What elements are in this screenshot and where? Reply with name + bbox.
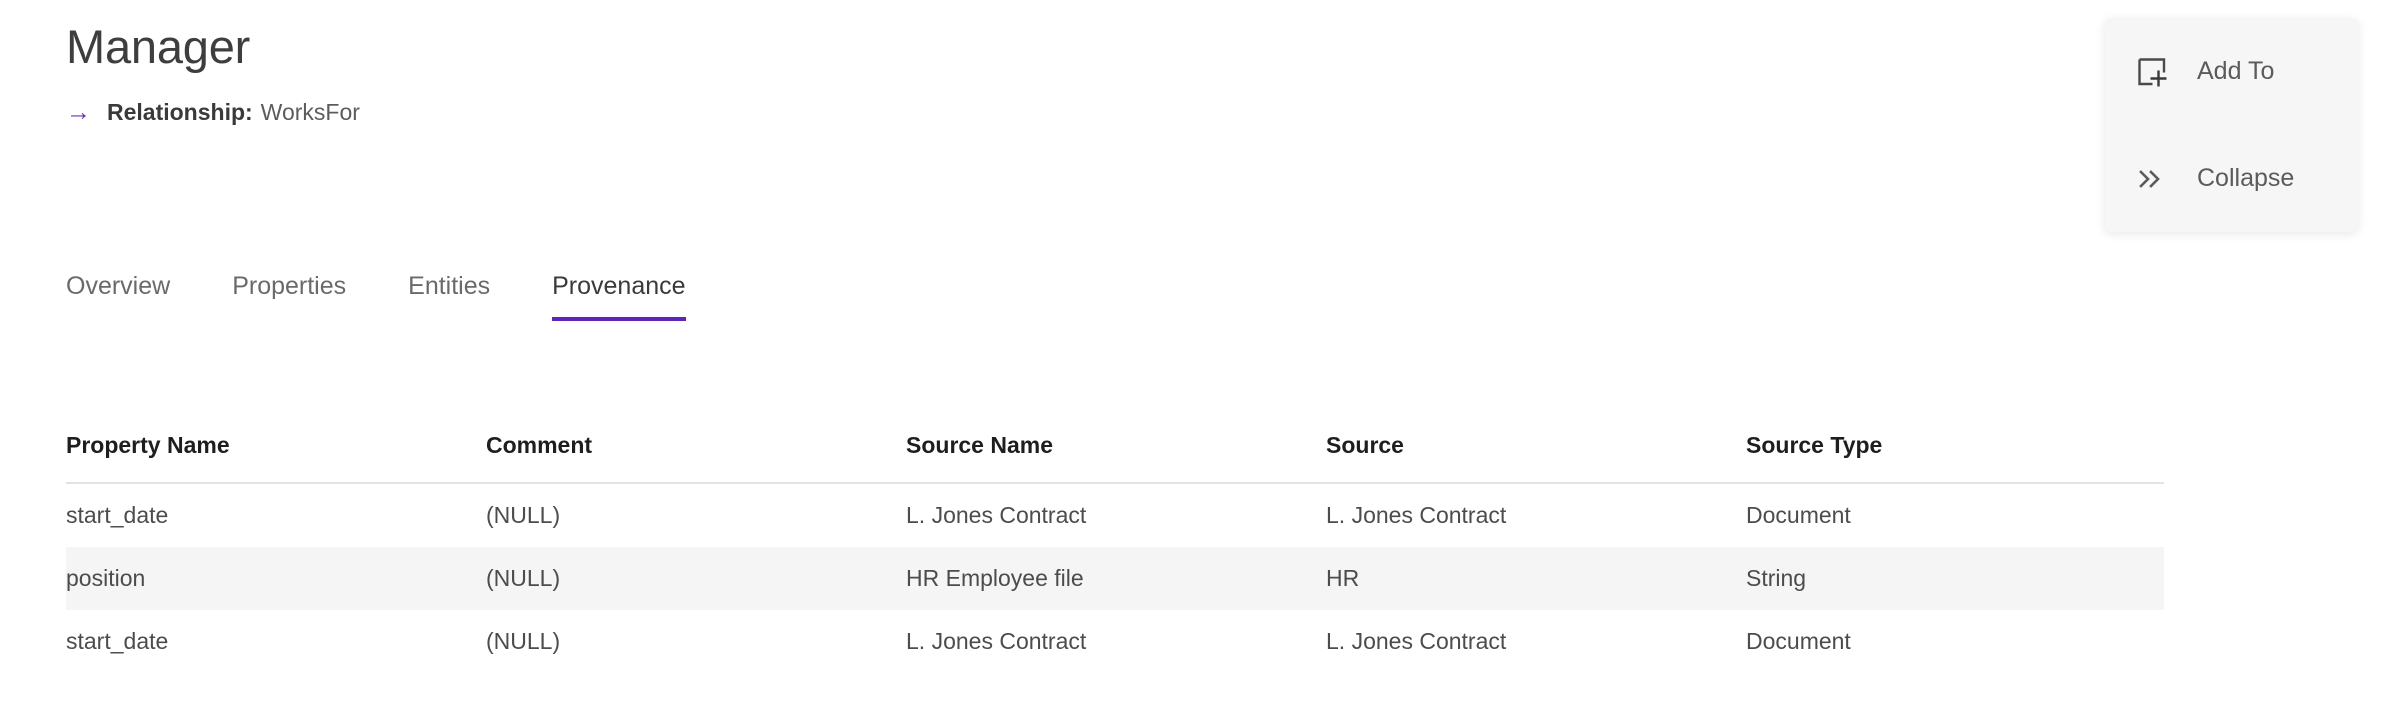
table-header: Property Name Comment Source Name Source… [66, 432, 2164, 484]
provenance-table: Property Name Comment Source Name Source… [66, 432, 2164, 673]
table-row[interactable]: position (NULL) HR Employee file HR Stri… [66, 547, 2164, 610]
tab-overview[interactable]: Overview [66, 272, 170, 321]
cell-source: L. Jones Contract [1326, 628, 1507, 654]
column-header-source-type[interactable]: Source Type [1746, 432, 2164, 484]
cell-source: L. Jones Contract [1326, 502, 1507, 528]
cell-source-name: L. Jones Contract [906, 502, 1087, 528]
cell-source-type: String [1746, 547, 2164, 610]
table-row[interactable]: start_date (NULL) L. Jones Contract L. J… [66, 610, 2164, 673]
table-header-row: Property Name Comment Source Name Source… [66, 432, 2164, 484]
add-to-button[interactable]: Add To [2105, 18, 2358, 125]
cell-source: HR [1326, 547, 1746, 610]
tab-properties[interactable]: Properties [232, 272, 346, 321]
action-panel: Add To Collapse [2105, 18, 2358, 232]
double-chevron-right-icon [2137, 168, 2175, 190]
tab-entities[interactable]: Entities [408, 272, 490, 321]
collapse-button[interactable]: Collapse [2105, 125, 2358, 232]
cell-source-name: HR Employee file [906, 547, 1326, 610]
page-title: Manager [66, 20, 251, 73]
cell-source-type: Document [1746, 502, 1851, 528]
table-body: start_date (NULL) L. Jones Contract L. J… [66, 483, 2164, 673]
cell-property-name: position [66, 547, 486, 610]
arrow-right-icon: → [66, 98, 91, 127]
table-row[interactable]: start_date (NULL) L. Jones Contract L. J… [66, 483, 2164, 547]
tab-provenance[interactable]: Provenance [552, 272, 686, 321]
add-to-box-icon [2137, 57, 2175, 87]
cell-property-name: start_date [66, 502, 169, 528]
relationship-subtitle: → Relationship: WorksFor [66, 99, 360, 126]
add-to-label: Add To [2197, 57, 2275, 85]
cell-property-name: start_date [66, 628, 169, 654]
column-header-source-name[interactable]: Source Name [906, 432, 1326, 484]
cell-source-type: Document [1746, 628, 1851, 654]
cell-comment: (NULL) [486, 547, 906, 610]
cell-comment: (NULL) [486, 628, 561, 654]
column-header-source[interactable]: Source [1326, 432, 1746, 484]
column-header-comment[interactable]: Comment [486, 432, 906, 484]
page-header: Manager → Relationship: WorksFor [66, 22, 360, 126]
relationship-value: WorksFor [260, 99, 360, 126]
tab-bar: Overview Properties Entities Provenance [66, 272, 686, 321]
collapse-label: Collapse [2197, 164, 2295, 192]
column-header-property-name[interactable]: Property Name [66, 432, 486, 484]
cell-source-name: L. Jones Contract [906, 628, 1087, 654]
cell-comment: (NULL) [486, 502, 561, 528]
relationship-label: Relationship: [107, 99, 253, 126]
